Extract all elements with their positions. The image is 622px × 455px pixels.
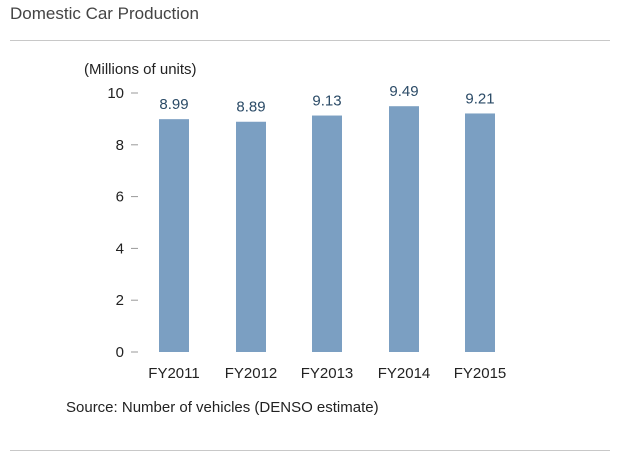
data-label: 8.99 bbox=[159, 96, 188, 113]
x-tick-label: FY2015 bbox=[454, 365, 507, 382]
x-tick-label: FY2011 bbox=[148, 365, 199, 382]
y-tick-label: 2 bbox=[116, 292, 124, 309]
bottom-divider bbox=[10, 450, 610, 451]
data-label: 9.49 bbox=[389, 83, 418, 100]
y-tick-label: 8 bbox=[116, 137, 124, 154]
bar-fy2012 bbox=[236, 121, 266, 353]
x-tick-label: FY2013 bbox=[301, 365, 354, 382]
data-label: 9.13 bbox=[312, 93, 341, 110]
y-tick-label: 10 bbox=[107, 85, 124, 102]
y-tick-label: 6 bbox=[116, 189, 124, 206]
x-tick-label: FY2014 bbox=[378, 365, 431, 382]
data-label: 9.21 bbox=[465, 90, 494, 107]
data-label: 8.89 bbox=[236, 99, 265, 116]
bar-fy2011 bbox=[159, 119, 189, 352]
y-axis-label: (Millions of units) bbox=[84, 61, 197, 78]
source-note: Source: Number of vehicles (DENSO estima… bbox=[66, 399, 379, 416]
bar-fy2015 bbox=[465, 113, 495, 352]
top-divider bbox=[10, 40, 610, 41]
y-tick-label: 0 bbox=[116, 344, 124, 361]
bar-fy2013 bbox=[312, 115, 342, 353]
y-tick-label: 4 bbox=[116, 240, 124, 257]
bar-fy2014 bbox=[389, 106, 419, 352]
chart-title: Domestic Car Production bbox=[10, 4, 199, 23]
x-tick-label: FY2012 bbox=[225, 365, 278, 382]
